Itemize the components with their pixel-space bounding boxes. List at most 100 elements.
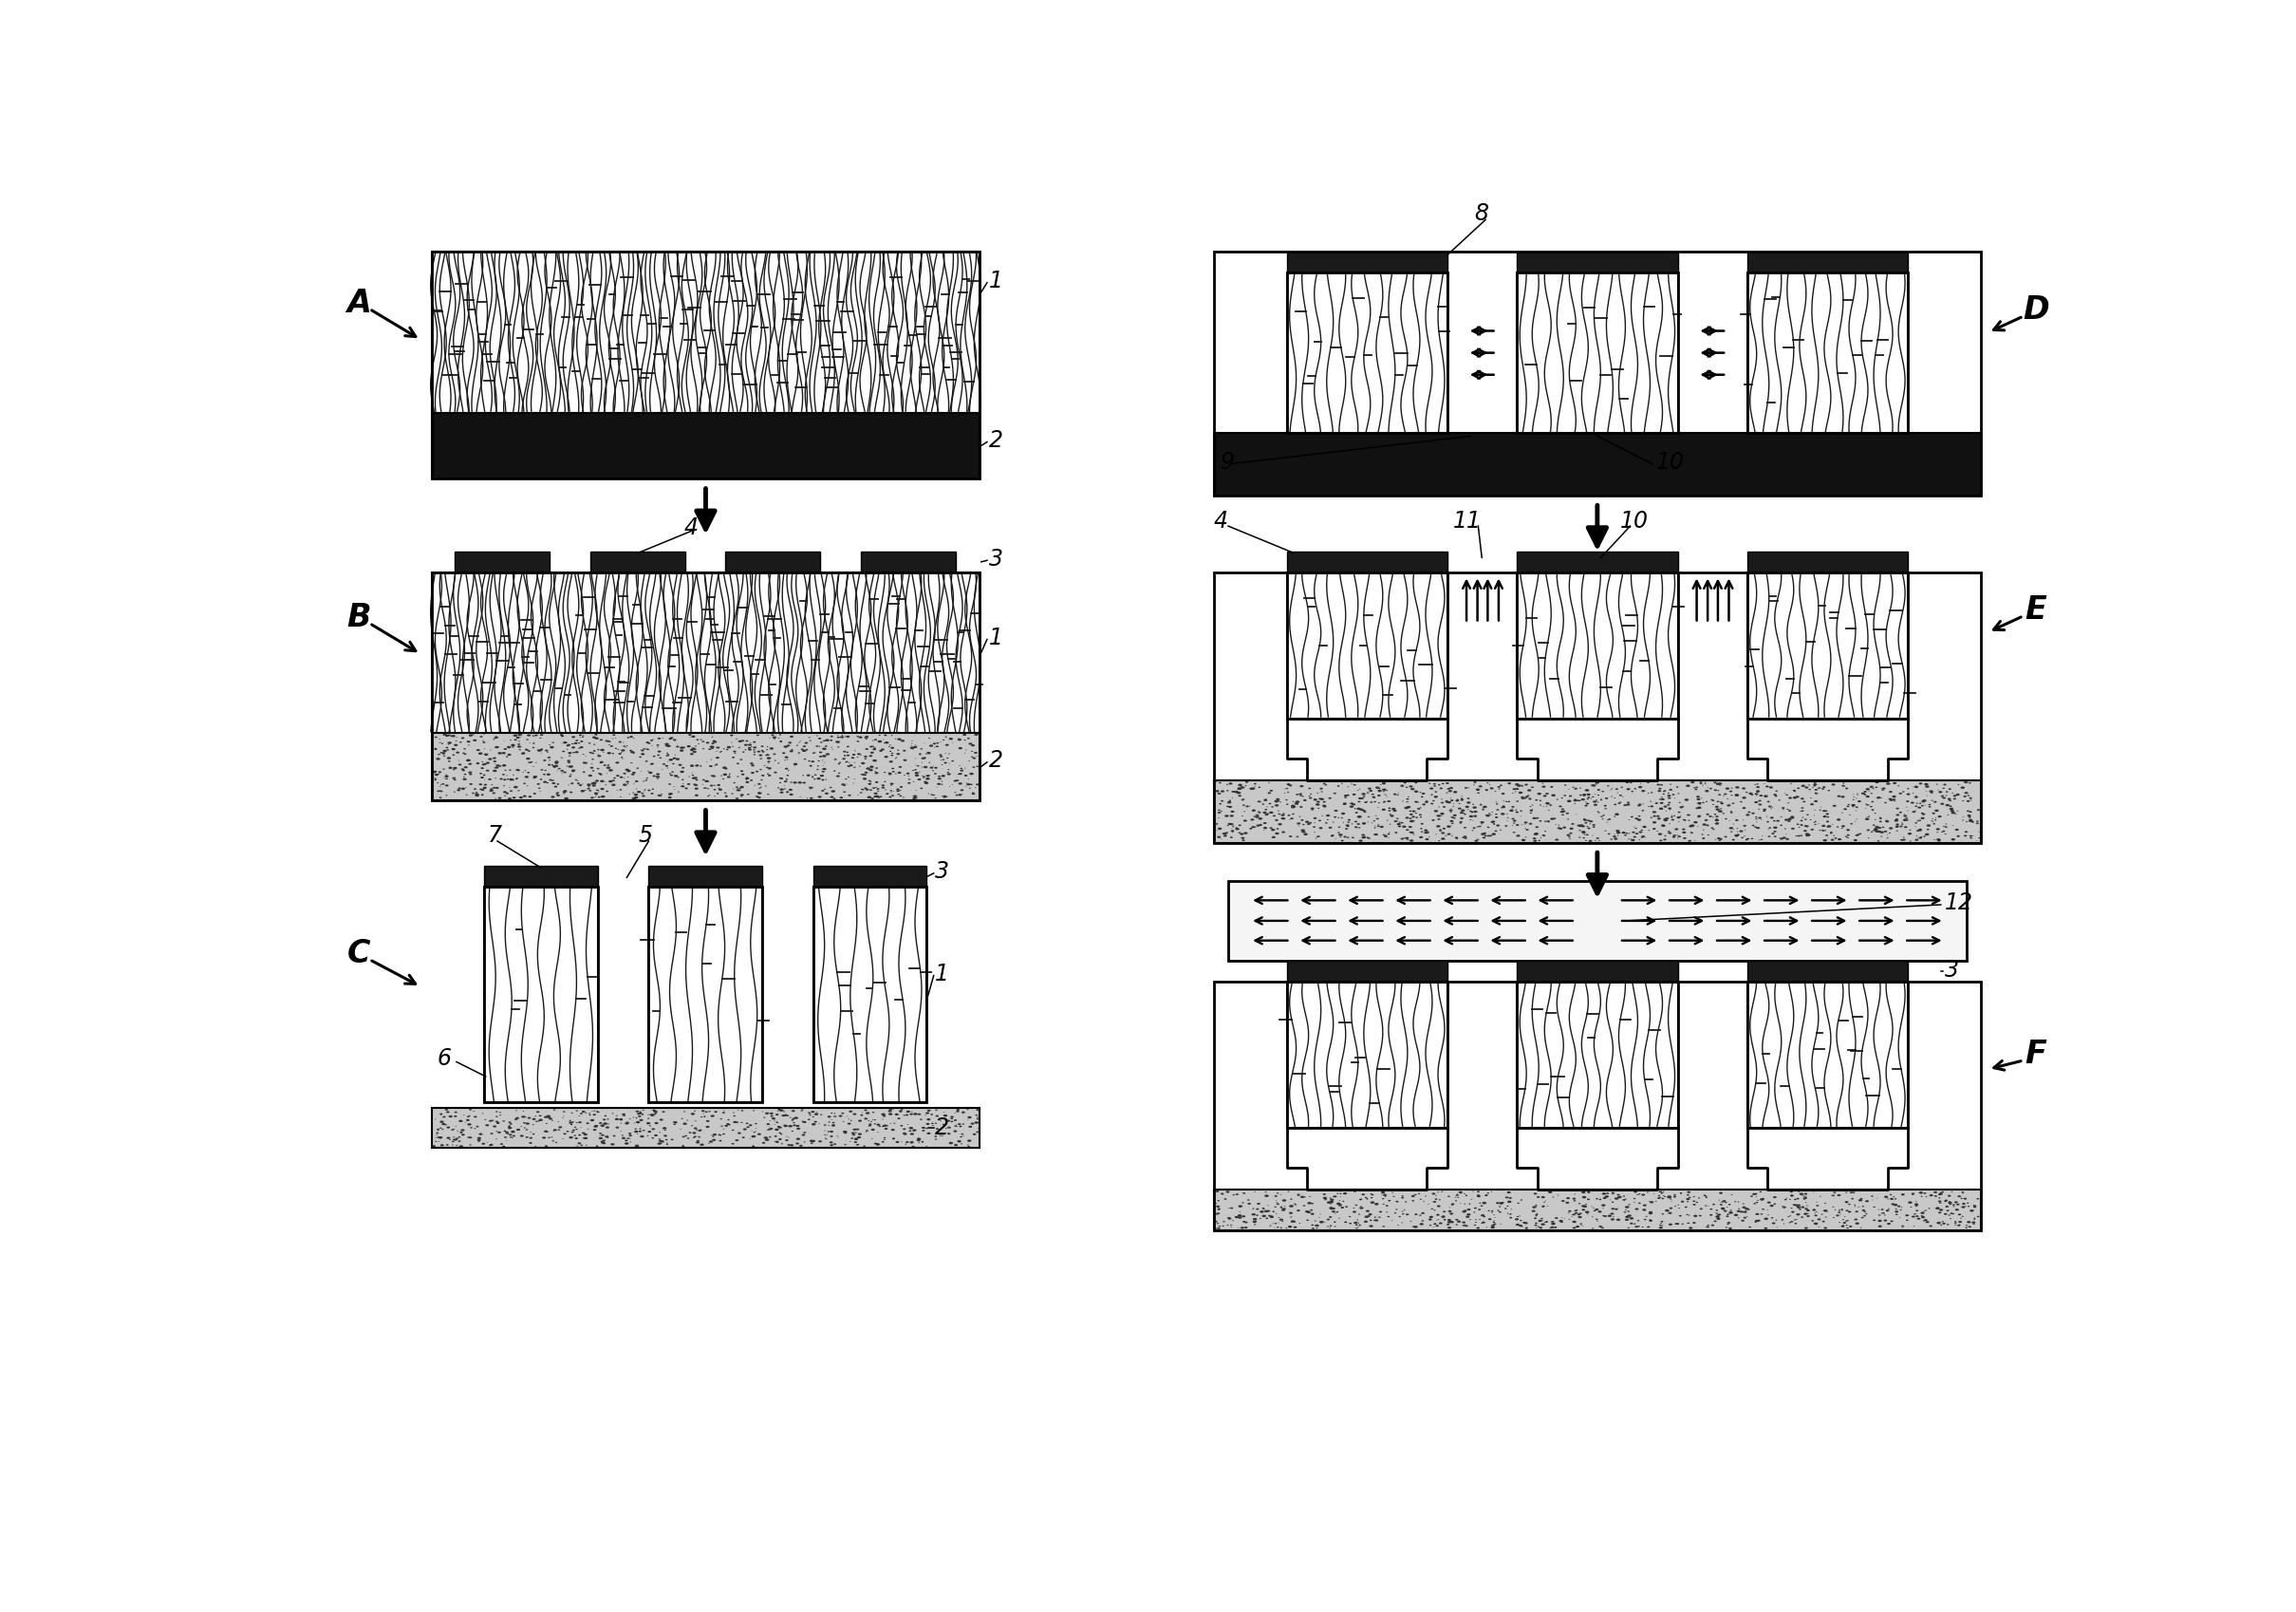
Ellipse shape <box>778 777 783 779</box>
Ellipse shape <box>882 748 884 751</box>
Ellipse shape <box>693 751 696 753</box>
Ellipse shape <box>1221 790 1224 793</box>
Ellipse shape <box>1531 1211 1536 1212</box>
Ellipse shape <box>569 1122 574 1124</box>
Ellipse shape <box>629 1133 631 1135</box>
Ellipse shape <box>1231 811 1235 812</box>
Ellipse shape <box>928 1132 930 1135</box>
Ellipse shape <box>1561 1199 1564 1203</box>
Ellipse shape <box>771 1116 774 1117</box>
Ellipse shape <box>1945 1206 1949 1207</box>
Ellipse shape <box>1706 824 1708 827</box>
Ellipse shape <box>1919 837 1922 838</box>
Ellipse shape <box>788 1145 790 1146</box>
Ellipse shape <box>1318 827 1322 829</box>
Ellipse shape <box>1231 830 1235 832</box>
Ellipse shape <box>937 1128 939 1130</box>
Ellipse shape <box>622 1114 625 1116</box>
Ellipse shape <box>563 1133 567 1135</box>
Ellipse shape <box>912 798 916 800</box>
Ellipse shape <box>1766 785 1768 787</box>
Ellipse shape <box>1334 1196 1336 1198</box>
Ellipse shape <box>459 764 461 766</box>
Ellipse shape <box>537 1111 540 1112</box>
Ellipse shape <box>620 750 625 751</box>
Ellipse shape <box>448 758 450 759</box>
Ellipse shape <box>1458 1220 1460 1222</box>
Ellipse shape <box>1446 1222 1451 1224</box>
Ellipse shape <box>1837 795 1841 798</box>
Ellipse shape <box>1529 809 1534 811</box>
Ellipse shape <box>1926 1220 1929 1224</box>
Ellipse shape <box>785 756 788 758</box>
Ellipse shape <box>514 787 519 788</box>
Ellipse shape <box>611 783 615 787</box>
Ellipse shape <box>1832 804 1837 808</box>
Ellipse shape <box>595 737 599 740</box>
Ellipse shape <box>611 745 613 746</box>
Ellipse shape <box>1384 835 1387 837</box>
Ellipse shape <box>1403 782 1407 783</box>
Ellipse shape <box>1756 1214 1759 1215</box>
Ellipse shape <box>1642 790 1646 791</box>
Ellipse shape <box>1655 803 1658 804</box>
Ellipse shape <box>1476 1194 1481 1198</box>
Ellipse shape <box>1593 801 1596 803</box>
Ellipse shape <box>1396 1201 1398 1203</box>
Ellipse shape <box>1706 790 1708 791</box>
Ellipse shape <box>1295 803 1300 804</box>
Ellipse shape <box>599 780 604 782</box>
Ellipse shape <box>1460 812 1463 814</box>
Ellipse shape <box>1713 782 1717 783</box>
Ellipse shape <box>657 1143 661 1145</box>
Ellipse shape <box>817 1140 822 1143</box>
Ellipse shape <box>868 1124 872 1125</box>
Ellipse shape <box>971 1122 974 1125</box>
Ellipse shape <box>464 766 468 769</box>
Text: C: C <box>347 938 370 969</box>
Ellipse shape <box>1717 1214 1722 1215</box>
Ellipse shape <box>914 772 918 774</box>
Ellipse shape <box>1740 1211 1743 1212</box>
Ellipse shape <box>1366 1211 1368 1212</box>
Ellipse shape <box>1426 832 1430 833</box>
Ellipse shape <box>767 1128 771 1130</box>
Ellipse shape <box>921 758 925 759</box>
Ellipse shape <box>1802 830 1807 832</box>
Ellipse shape <box>1300 793 1302 795</box>
Ellipse shape <box>1481 1214 1486 1217</box>
Ellipse shape <box>1754 1220 1759 1222</box>
Bar <box>1286 251 1446 272</box>
Ellipse shape <box>1350 806 1355 808</box>
Ellipse shape <box>494 746 498 748</box>
Ellipse shape <box>1773 830 1777 832</box>
Ellipse shape <box>739 771 744 772</box>
Ellipse shape <box>544 1130 549 1133</box>
Ellipse shape <box>1357 824 1359 825</box>
Ellipse shape <box>1446 801 1451 803</box>
Ellipse shape <box>1846 1209 1848 1212</box>
Ellipse shape <box>918 1138 921 1140</box>
Ellipse shape <box>1940 795 1945 796</box>
Ellipse shape <box>861 1114 863 1116</box>
Ellipse shape <box>822 767 827 771</box>
Ellipse shape <box>758 1133 760 1135</box>
Ellipse shape <box>1373 796 1375 798</box>
Ellipse shape <box>1587 819 1591 822</box>
Ellipse shape <box>1357 816 1362 817</box>
Ellipse shape <box>563 791 565 793</box>
Ellipse shape <box>1727 1215 1729 1217</box>
Ellipse shape <box>1938 1193 1942 1196</box>
Ellipse shape <box>1715 806 1720 808</box>
Ellipse shape <box>767 767 771 769</box>
Ellipse shape <box>716 746 719 748</box>
Ellipse shape <box>1288 1206 1293 1207</box>
Ellipse shape <box>523 795 526 798</box>
Ellipse shape <box>1508 809 1513 812</box>
Ellipse shape <box>1626 782 1630 783</box>
Ellipse shape <box>1394 832 1398 833</box>
Ellipse shape <box>923 766 928 769</box>
Ellipse shape <box>563 772 567 774</box>
Ellipse shape <box>712 775 716 777</box>
Ellipse shape <box>1800 824 1802 825</box>
